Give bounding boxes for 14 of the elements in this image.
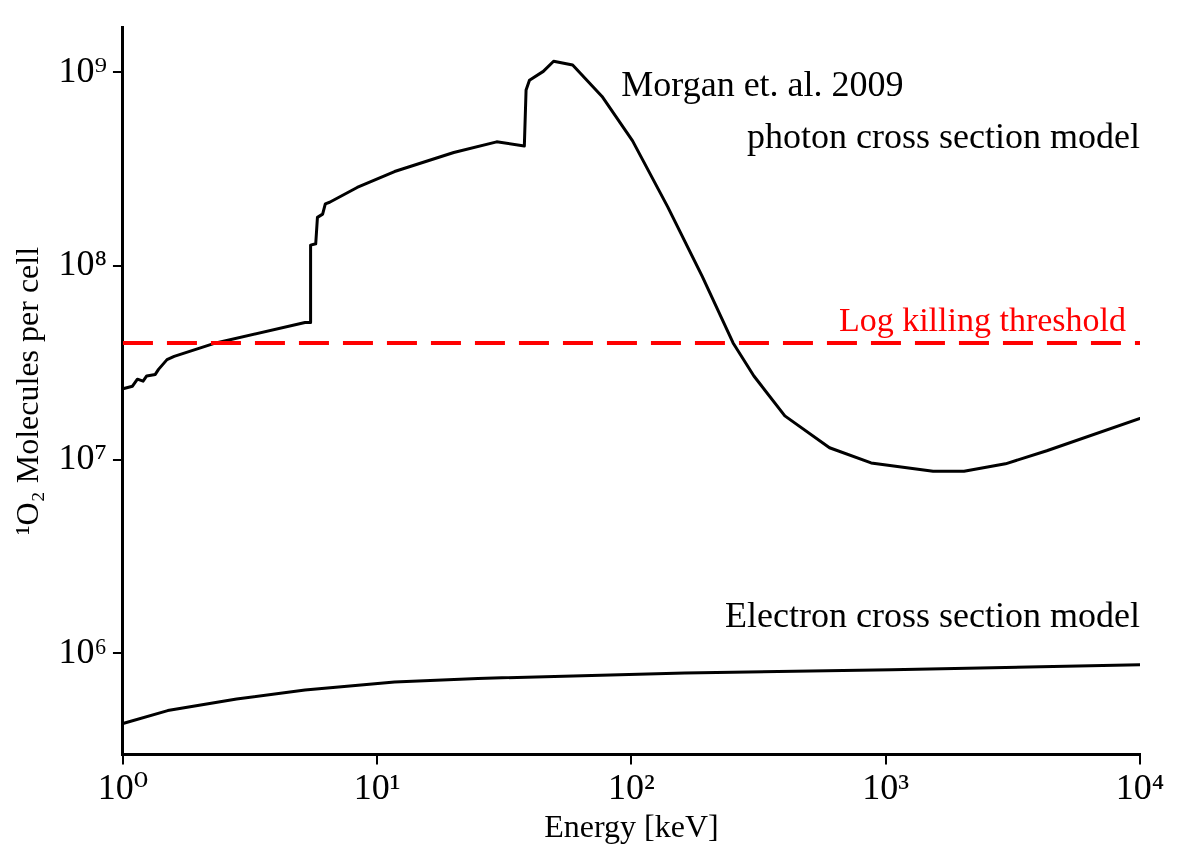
y-tick-label: 10⁹ <box>58 49 107 90</box>
y-tick-label: 10⁶ <box>58 630 107 671</box>
ref-line-label: Log killing threshold <box>838 300 1126 338</box>
y-axis-title: ¹O₂ Molecules per cell <box>8 246 45 536</box>
y-tick-label: 10⁷ <box>58 436 107 477</box>
x-tick-label: 10² <box>608 767 655 808</box>
x-tick-label: 10¹ <box>353 767 401 808</box>
x-tick-label: 10⁴ <box>1115 767 1165 808</box>
x-tick-label: 10³ <box>862 767 910 808</box>
x-axis-title: Energy [keV] <box>544 808 719 845</box>
series-label: Morgan et. al. 2009 photon cross section model <box>621 63 1140 156</box>
x-tick-label: 10⁰ <box>97 767 149 808</box>
series-label: Electron cross section model <box>725 594 1140 635</box>
y-tick-label: 10⁸ <box>58 243 107 284</box>
